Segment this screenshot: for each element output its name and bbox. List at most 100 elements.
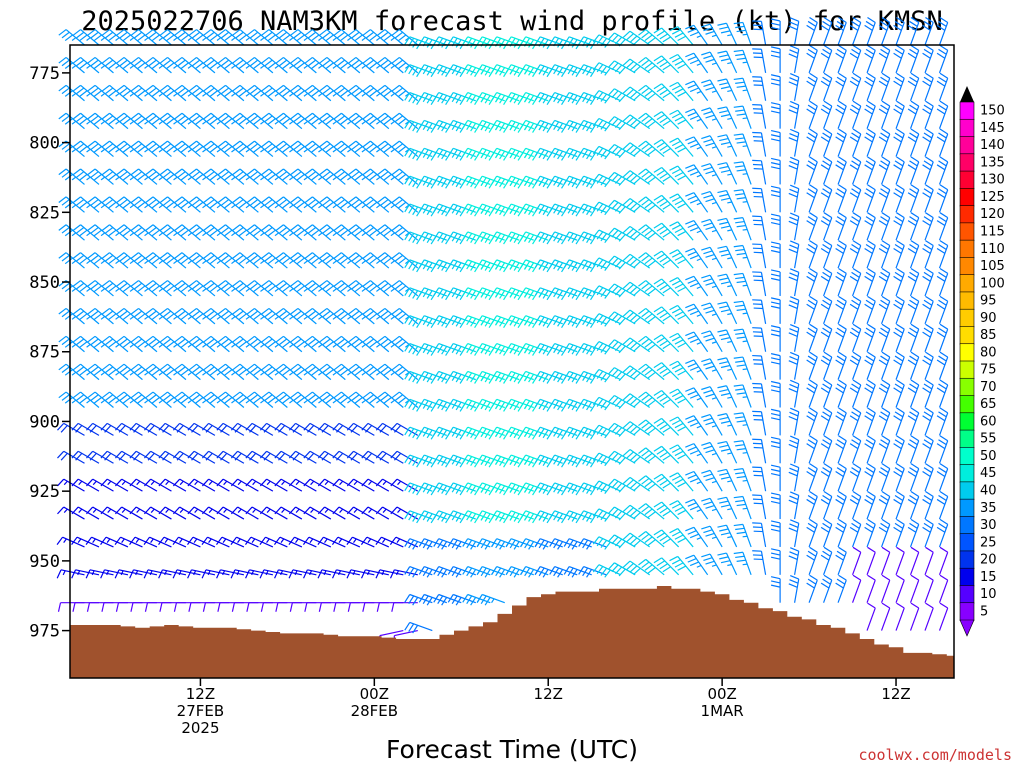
wind-barb: [907, 16, 920, 46]
wind-barb: [622, 170, 651, 185]
wind-barb: [701, 414, 723, 436]
wind-barb: [188, 280, 216, 297]
wind-barb: [717, 496, 738, 520]
wind-barb: [893, 267, 905, 297]
wind-barb: [303, 478, 332, 492]
wind-barb: [878, 128, 891, 157]
wind-barb: [362, 112, 390, 130]
wind-barb: [607, 60, 636, 75]
wind-barb: [820, 574, 833, 603]
wind-barb: [259, 478, 288, 492]
wind-barb: [290, 140, 317, 158]
wind-barb: [849, 295, 862, 325]
wind-barb: [116, 280, 143, 297]
wind-barb: [145, 112, 172, 130]
wind-barb: [733, 217, 752, 241]
wind-barb: [317, 450, 346, 464]
wind-barb: [159, 391, 187, 408]
wind-barb: [752, 243, 767, 269]
wind-barb: [87, 168, 114, 185]
wind-barb: [288, 478, 317, 492]
wind-barb: [592, 257, 621, 271]
wind-barb: [701, 190, 723, 213]
wind-barb: [187, 450, 216, 464]
wind-barb: [752, 410, 767, 436]
wind-barb: [101, 280, 129, 297]
wind-barb: [404, 621, 433, 634]
wind-barb: [922, 463, 934, 492]
colorbar-label: 25: [980, 535, 997, 550]
wind-barb: [878, 463, 891, 492]
wind-barb: [333, 363, 361, 381]
wind-barb: [717, 301, 738, 325]
wind-barb: [58, 140, 85, 158]
wind-barb: [71, 478, 100, 492]
wind-barb: [936, 491, 949, 520]
x-tick-label: 12Z: [186, 685, 215, 703]
wind-barb: [56, 569, 85, 579]
wind-barb: [924, 602, 934, 631]
wind-barb: [203, 252, 230, 269]
wind-barb: [159, 335, 187, 353]
wind-barb: [820, 128, 833, 157]
wind-barb: [58, 224, 85, 241]
colorbar-segment: [959, 516, 975, 535]
wind-barb: [217, 307, 245, 325]
wind-barb: [101, 391, 129, 408]
wind-barb: [58, 363, 85, 381]
wind-barb: [188, 56, 216, 74]
wind-barb: [607, 88, 636, 103]
wind-barb: [275, 140, 303, 158]
wind-barb: [261, 391, 288, 408]
wind-barb: [638, 307, 665, 325]
x-tick-label: 12Z: [534, 685, 563, 703]
wind-barb: [849, 351, 862, 380]
wind-barb: [770, 157, 781, 185]
wind-barb: [188, 391, 216, 408]
wind-barb: [770, 548, 781, 575]
wind-barb: [936, 267, 949, 297]
wind-barb: [72, 363, 100, 381]
wind-barb: [115, 450, 143, 464]
wind-barb: [391, 252, 419, 269]
wind-barb: [377, 307, 404, 325]
wind-barb: [685, 219, 709, 241]
wind-barb: [907, 379, 920, 408]
wind-barb: [578, 398, 607, 412]
colorbar-segment: [959, 602, 975, 621]
wind-barb: [261, 168, 288, 185]
wind-barb: [701, 23, 723, 46]
wind-barb: [58, 391, 85, 408]
wind-barb: [172, 450, 201, 464]
wind-barb: [866, 574, 876, 603]
wind-barb: [362, 196, 390, 213]
wind-barb: [362, 307, 390, 325]
wind-barb: [893, 212, 905, 241]
y-tick-label: 775: [29, 64, 60, 84]
wind-barb: [115, 506, 143, 520]
wind-barb: [288, 450, 317, 464]
wind-barb: [391, 280, 419, 297]
wind-barb: [806, 267, 818, 297]
wind-barb: [820, 407, 833, 436]
colorbar-segment: [959, 188, 975, 207]
wind-barb: [922, 212, 934, 241]
wind-barb: [348, 224, 375, 241]
wind-barb: [864, 16, 876, 46]
wind-barb: [717, 22, 738, 46]
wind-barb: [418, 119, 447, 133]
wind-barb: [638, 252, 665, 269]
wind-barb: [701, 441, 723, 464]
wind-barb: [849, 72, 862, 101]
wind-barb: [361, 478, 390, 492]
colorbar-label: 35: [980, 501, 997, 516]
wind-barb: [115, 602, 143, 612]
wind-barb: [319, 168, 346, 185]
wind-barb: [87, 391, 114, 408]
wind-barb: [893, 128, 905, 157]
wind-barb: [733, 468, 752, 492]
wind-barb: [788, 547, 800, 575]
wind-barb: [332, 478, 361, 492]
wind-barb: [835, 323, 847, 352]
wind-barb: [733, 440, 752, 464]
